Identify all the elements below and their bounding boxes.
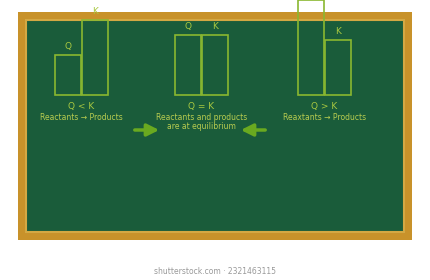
Text: Q = K: Q = K (188, 102, 215, 111)
Text: Reaxtants → Products: Reaxtants → Products (283, 113, 366, 122)
Text: Q < K: Q < K (68, 102, 95, 111)
Bar (18, 12, 412, 240)
Bar (202, 35, 228, 95)
Text: Reactants and products: Reactants and products (156, 113, 247, 122)
Bar (82, 20, 108, 95)
Bar (175, 35, 201, 95)
Text: Q > K: Q > K (311, 102, 338, 111)
Bar (325, 40, 351, 95)
Text: Q: Q (64, 42, 71, 51)
Text: Reactants → Products: Reactants → Products (40, 113, 123, 122)
Bar (298, 0, 324, 95)
Bar (26, 20, 404, 232)
Text: Q: Q (184, 22, 191, 31)
Bar (55, 55, 81, 95)
Text: are at equilibrium: are at equilibrium (167, 122, 236, 131)
Text: shutterstock.com · 2321463115: shutterstock.com · 2321463115 (154, 267, 276, 276)
Text: K: K (212, 22, 218, 31)
Text: K: K (335, 27, 341, 36)
Text: K: K (92, 7, 98, 16)
